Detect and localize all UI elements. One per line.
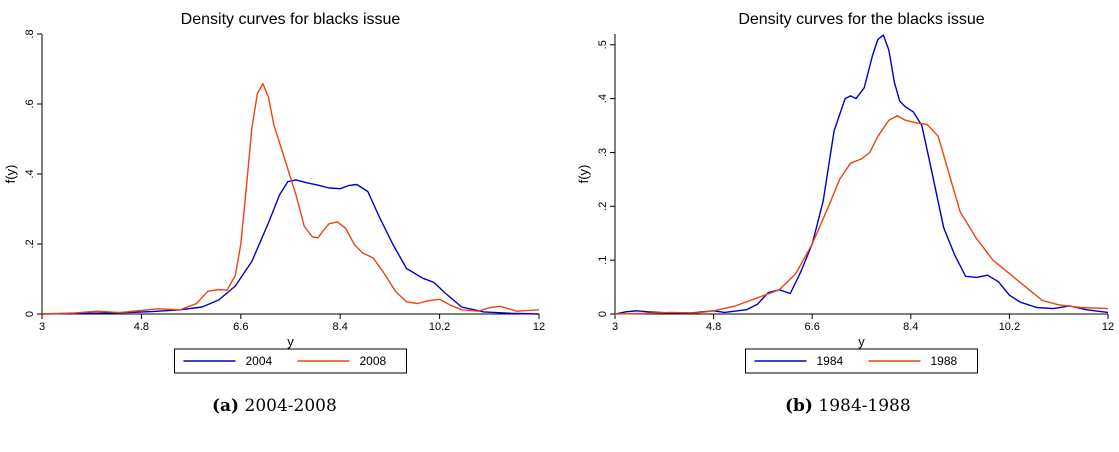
- legend: 2004 2008: [174, 348, 407, 374]
- y-tick-label: .6: [24, 99, 36, 108]
- legend-label: 2004: [246, 354, 273, 368]
- y-tick-label: .1: [597, 256, 609, 265]
- y-tick-label: .4: [597, 94, 609, 103]
- x-tick-label: 8.4: [333, 321, 348, 333]
- y-tick-label: .5: [597, 40, 609, 49]
- y-axis-label: f(y): [3, 165, 18, 184]
- x-tick-label: 12: [533, 321, 545, 333]
- caption-panel-a: (a) 2004-2008: [212, 396, 337, 416]
- caption-text: 2004-2008: [239, 396, 337, 416]
- y-axis-label: f(y): [576, 165, 591, 184]
- legend-label: 2008: [360, 354, 387, 368]
- series-line-1988: [614, 115, 1109, 315]
- x-axis-label: y: [858, 334, 865, 349]
- x-tick-label: 3: [612, 321, 618, 333]
- caption-letter: (b): [785, 396, 813, 416]
- x-tick-label: 6.6: [805, 321, 820, 333]
- x-tick-label: 12: [1102, 321, 1114, 333]
- y-tick-label: .2: [597, 202, 609, 211]
- x-axis-label: y: [287, 334, 294, 349]
- caption-text: 1984-1988: [812, 396, 911, 416]
- chart-panel-b: Density curves for the blacks issue 3 4.8 6…: [576, 11, 1114, 374]
- series-line-1984: [614, 34, 1109, 315]
- y-tick-label: .2: [24, 239, 36, 248]
- x-tick-label: 10.2: [999, 321, 1020, 333]
- y-tick-label: .8: [24, 29, 36, 38]
- x-tick-label: 4.8: [706, 321, 721, 333]
- y-tick-label: 0: [24, 311, 36, 317]
- chart-title: Density curves for the blacks issue: [738, 11, 984, 28]
- x-tick-label: 3: [39, 321, 45, 333]
- legend-label: 1988: [931, 354, 958, 368]
- chart-panel-a: Density curves for blacks issue 3 4.8 6.6 8.…: [3, 11, 545, 374]
- y-tick-label: .3: [597, 148, 609, 157]
- caption-panel-b: (b) 1984-1988: [785, 396, 911, 416]
- series-line-2008: [41, 82, 540, 315]
- legend: 1984 1988: [745, 348, 978, 374]
- caption-letter: (a): [212, 396, 240, 416]
- x-tick-label: 6.6: [233, 321, 248, 333]
- y-tick-label: .4: [24, 169, 36, 178]
- series-line-2004: [41, 179, 540, 315]
- x-tick-label: 10.2: [429, 321, 450, 333]
- chart-title: Density curves for blacks issue: [181, 11, 401, 28]
- legend-label: 1984: [817, 354, 844, 368]
- y-tick-label: 0: [597, 311, 609, 317]
- x-tick-label: 8.4: [903, 321, 918, 333]
- x-tick-label: 4.8: [134, 321, 149, 333]
